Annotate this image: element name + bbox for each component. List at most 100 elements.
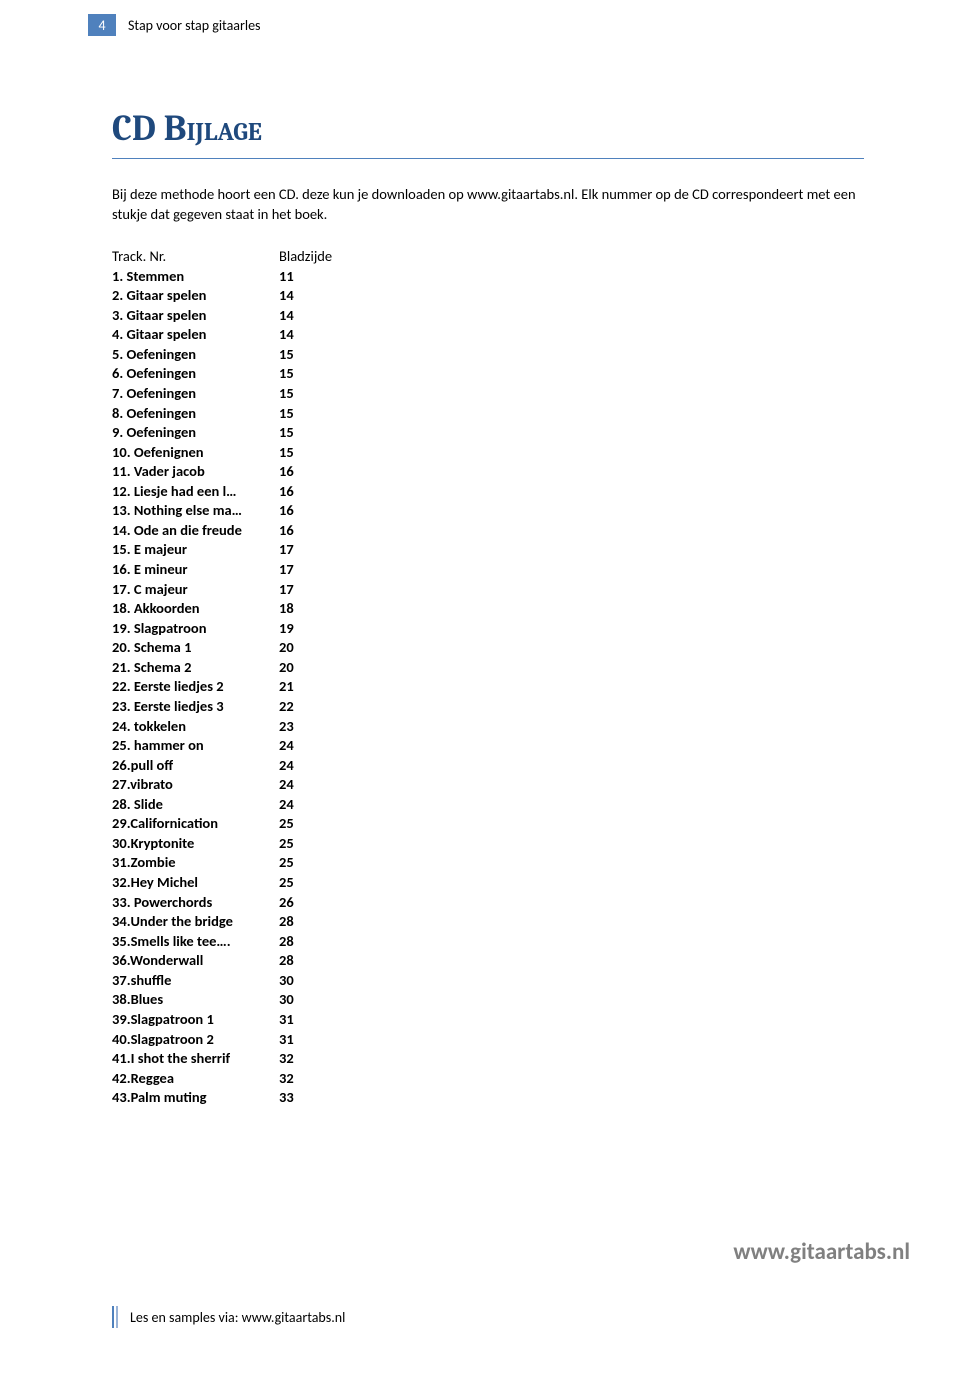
table-row: 36.Wonderwall28 xyxy=(112,951,339,971)
track-name: 10. Oefenignen xyxy=(112,443,279,463)
track-page: 30 xyxy=(279,971,339,991)
track-page: 17 xyxy=(279,540,339,560)
table-row: 25. hammer on24 xyxy=(112,736,339,756)
track-name: 41.I shot the sherrif xyxy=(112,1049,279,1069)
track-name: 33. Powerchords xyxy=(112,893,279,913)
track-page: 24 xyxy=(279,775,339,795)
track-page: 25 xyxy=(279,834,339,854)
track-name: 30.Kryptonite xyxy=(112,834,279,854)
track-name: 5. Oefeningen xyxy=(112,345,279,365)
website-label: www.gitaartabs.nl xyxy=(733,1238,910,1266)
page-number: 4 xyxy=(98,17,105,34)
table-row: 35.Smells like tee….28 xyxy=(112,932,339,952)
track-page: 24 xyxy=(279,736,339,756)
track-name: 28. Slide xyxy=(112,795,279,815)
track-name: 37.shuffle xyxy=(112,971,279,991)
header-title: Stap voor stap gitaarles xyxy=(128,17,261,34)
track-name: 12. Liesje had een l… xyxy=(112,482,279,502)
track-page: 20 xyxy=(279,658,339,678)
table-row: 33. Powerchords26 xyxy=(112,893,339,913)
table-row: 2. Gitaar spelen14 xyxy=(112,286,339,306)
table-row: 40.Slagpatroon 231 xyxy=(112,1030,339,1050)
track-page: 15 xyxy=(279,384,339,404)
track-name: 2. Gitaar spelen xyxy=(112,286,279,306)
table-row: 24. tokkelen23 xyxy=(112,717,339,737)
table-row: 26.pull off24 xyxy=(112,756,339,776)
track-name: 34.Under the bridge xyxy=(112,912,279,932)
track-name: 27.vibrato xyxy=(112,775,279,795)
track-page: 28 xyxy=(279,912,339,932)
track-name: 31.Zombie xyxy=(112,853,279,873)
table-head-col1: Track. Nr. xyxy=(112,247,279,267)
table-row: 17. C majeur17 xyxy=(112,580,339,600)
track-page: 31 xyxy=(279,1030,339,1050)
table-row: 23. Eerste liedjes 322 xyxy=(112,697,339,717)
footer-bar-icon xyxy=(112,1306,114,1328)
table-row: 5. Oefeningen15 xyxy=(112,345,339,365)
track-page: 14 xyxy=(279,306,339,326)
track-page: 16 xyxy=(279,521,339,541)
track-name: 13. Nothing else ma… xyxy=(112,501,279,521)
track-page: 25 xyxy=(279,814,339,834)
table-row: 4. Gitaar spelen14 xyxy=(112,325,339,345)
track-page: 18 xyxy=(279,599,339,619)
track-page: 16 xyxy=(279,501,339,521)
track-page: 16 xyxy=(279,482,339,502)
track-name: 38.Blues xyxy=(112,990,279,1010)
track-page: 15 xyxy=(279,404,339,424)
table-row: 20. Schema 120 xyxy=(112,638,339,658)
table-row: 8. Oefeningen15 xyxy=(112,404,339,424)
track-name: 42.Reggea xyxy=(112,1069,279,1089)
track-page: 15 xyxy=(279,443,339,463)
table-row: 21. Schema 220 xyxy=(112,658,339,678)
table-row: 30.Kryptonite25 xyxy=(112,834,339,854)
track-name: 6. Oefeningen xyxy=(112,364,279,384)
track-name: 25. hammer on xyxy=(112,736,279,756)
track-name: 32.Hey Michel xyxy=(112,873,279,893)
track-name: 16. E mineur xyxy=(112,560,279,580)
track-name: 8. Oefeningen xyxy=(112,404,279,424)
table-row: 15. E majeur17 xyxy=(112,540,339,560)
intro-paragraph: Bij deze methode hoort een CD. deze kun … xyxy=(112,185,864,224)
table-row: 13. Nothing else ma…16 xyxy=(112,501,339,521)
table-head-col2: Bladzijde xyxy=(279,247,339,267)
table-row: 32.Hey Michel25 xyxy=(112,873,339,893)
footer-bar-icon xyxy=(116,1306,118,1328)
footer-accent-bars xyxy=(112,1306,118,1328)
track-page: 28 xyxy=(279,932,339,952)
table-row: 34.Under the bridge28 xyxy=(112,912,339,932)
track-page: 17 xyxy=(279,580,339,600)
table-row: 42.Reggea32 xyxy=(112,1069,339,1089)
track-page: 15 xyxy=(279,345,339,365)
track-page: 24 xyxy=(279,795,339,815)
track-name: 43.Palm muting xyxy=(112,1088,279,1108)
track-name: 14. Ode an die freude xyxy=(112,521,279,541)
track-name: 35.Smells like tee…. xyxy=(112,932,279,952)
track-name: 19. Slagpatroon xyxy=(112,619,279,639)
table-row: 6. Oefeningen15 xyxy=(112,364,339,384)
footer-text: Les en samples via: www.gitaartabs.nl xyxy=(130,1309,345,1326)
table-row: 38.Blues30 xyxy=(112,990,339,1010)
track-page: 23 xyxy=(279,717,339,737)
track-page: 15 xyxy=(279,423,339,443)
track-name: 1. Stemmen xyxy=(112,267,279,287)
track-page: 25 xyxy=(279,873,339,893)
track-page: 25 xyxy=(279,853,339,873)
track-name: 18. Akkoorden xyxy=(112,599,279,619)
track-name: 24. tokkelen xyxy=(112,717,279,737)
table-row: 31.Zombie25 xyxy=(112,853,339,873)
page-footer: Les en samples via: www.gitaartabs.nl xyxy=(112,1306,345,1328)
table-row: 3. Gitaar spelen14 xyxy=(112,306,339,326)
table-row: 41.I shot the sherrif32 xyxy=(112,1049,339,1069)
track-name: 22. Eerste liedjes 2 xyxy=(112,677,279,697)
track-name: 3. Gitaar spelen xyxy=(112,306,279,326)
track-name: 21. Schema 2 xyxy=(112,658,279,678)
track-page: 19 xyxy=(279,619,339,639)
track-table: Track. Nr. Bladzijde 1. Stemmen112. Gita… xyxy=(112,247,339,1108)
table-row: 1. Stemmen11 xyxy=(112,267,339,287)
track-page: 24 xyxy=(279,756,339,776)
track-name: 15. E majeur xyxy=(112,540,279,560)
track-page: 15 xyxy=(279,364,339,384)
track-page: 33 xyxy=(279,1088,339,1108)
track-name: 36.Wonderwall xyxy=(112,951,279,971)
